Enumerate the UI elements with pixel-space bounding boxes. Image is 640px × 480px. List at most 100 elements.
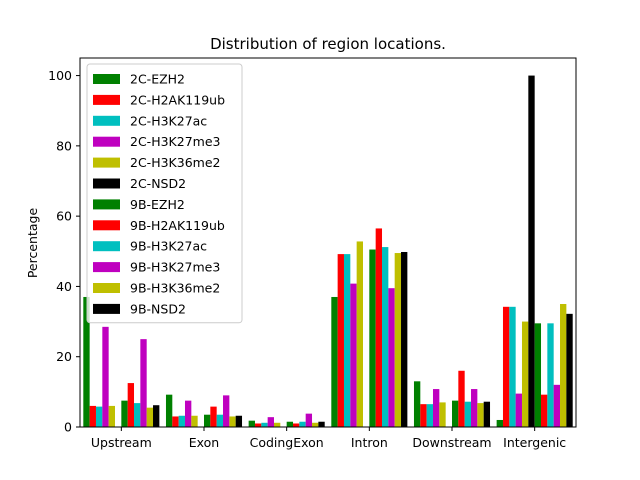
bar-intron-2c-h2ak119ub [337, 254, 344, 427]
bar-downstream-2c-h3k27me3 [432, 389, 440, 427]
legend-label-9b-h3k27ac: 9B-H3K27ac [130, 239, 207, 254]
bar-intron-9b-h3k27ac [382, 247, 389, 427]
plot-frame [79, 57, 577, 428]
x-tick-label-intron: Intron [351, 435, 388, 450]
bar-downstream-2c-h3k27ac [426, 404, 433, 427]
bar-intergenic-9b-nsd2 [566, 313, 573, 427]
bar-upstream-9b-nsd2 [153, 405, 160, 427]
bar-codingexon-9b-h3k27ac [299, 421, 306, 427]
bar-upstream-2c-h3k36me2 [108, 405, 115, 427]
legend-label-2c-h3k27ac: 2C-H3K27ac [130, 113, 207, 128]
y-tick-label: 40 [56, 279, 72, 294]
x-tick-label-downstream: Downstream [412, 435, 491, 450]
bar-exon-2c-h2ak119ub [172, 416, 179, 427]
y-tick-label: 80 [56, 138, 72, 153]
legend-swatch-2c-h2ak119ub [93, 94, 120, 105]
bar-codingexon-2c-h2ak119ub [254, 423, 262, 427]
bar-intron-2c-ezh2 [331, 296, 338, 427]
legend-swatch-9b-h3k27me3 [93, 262, 120, 273]
bar-downstream-2c-h3k36me2 [439, 402, 446, 427]
bar-intergenic-9b-ezh2 [534, 323, 542, 427]
bar-upstream-9b-h3k27ac [134, 403, 141, 427]
bar-intron-2c-h3k36me2 [356, 241, 363, 427]
legend: 2C-EZH2 2C-H2AK119ub 2C-H3K27ac 2C-H3K27me3… [86, 63, 243, 324]
legend-label-2c-nsd2: 2C-NSD2 [130, 176, 186, 191]
bar-upstream-2c-h3k27ac [95, 406, 103, 427]
bar-intergenic-9b-h3k36me2 [560, 304, 567, 427]
x-tick-label-codingexon: CodingExon [250, 435, 324, 450]
legend-swatch-2c-ezh2 [93, 74, 120, 84]
y-axis-label: Percentage [25, 208, 40, 279]
bar-exon-2c-h3k27me3 [184, 400, 192, 427]
legend-swatch-9b-ezh2 [93, 199, 120, 210]
bar-intron-9b-h3k27me3 [388, 288, 395, 427]
legend-label-9b-h3k27me3: 9B-H3K27me3 [130, 260, 220, 275]
bar-upstream-2c-h2ak119ub [89, 405, 96, 427]
legend-label-2c-h3k27me3: 2C-H3K27me3 [130, 134, 220, 149]
bar-intron-9b-h2ak119ub [375, 228, 383, 427]
bar-intergenic-2c-h2ak119ub [502, 306, 510, 427]
legend-swatch-9b-h2ak119ub [93, 220, 120, 231]
bar-codingexon-9b-ezh2 [286, 421, 294, 427]
legend-swatch-2c-h3k27me3 [93, 136, 120, 147]
bar-upstream-2c-h3k27me3 [102, 326, 109, 427]
bar-exon-9b-ezh2 [204, 414, 211, 427]
bar-intergenic-2c-h3k27ac [509, 306, 516, 427]
bar-downstream-9b-h2ak119ub [458, 370, 465, 427]
legend-label-2c-ezh2: 2C-EZH2 [130, 72, 185, 87]
bar-downstream-9b-h3k27me3 [471, 389, 478, 427]
bar-exon-9b-h3k27ac [216, 414, 224, 427]
bar-intergenic-2c-h3k27me3 [515, 393, 522, 427]
legend-label-9b-nsd2: 9B-NSD2 [130, 301, 186, 316]
bar-intergenic-9b-h2ak119ub [541, 394, 548, 427]
bar-upstream-9b-h3k27me3 [140, 339, 147, 427]
bar-exon-2c-h3k27ac [178, 415, 185, 427]
bar-codingexon-2c-h3k36me2 [273, 422, 281, 427]
bar-intron-9b-nsd2 [401, 251, 408, 427]
axes-layer: 0 20 40 60 80 100 Upstream Exon CodingExon Intron… [48, 57, 577, 450]
legend-label-9b-h2ak119ub: 9B-H2AK119ub [130, 218, 225, 233]
y-tick-label: 60 [56, 209, 72, 224]
legend-swatch-9b-h3k27ac [93, 241, 120, 252]
bar-exon-9b-nsd2 [235, 415, 243, 427]
legend-label-2c-h3k36me2: 2C-H3K36me2 [130, 155, 220, 170]
bar-codingexon-2c-h3k27ac [261, 422, 268, 427]
x-tick-label-upstream: Upstream [91, 435, 152, 450]
bar-downstream-2c-h2ak119ub [420, 404, 427, 427]
bars-layer [83, 75, 573, 427]
legend-box [86, 63, 243, 324]
chart-title: Distribution of region locations. [210, 35, 446, 53]
bar-intron-9b-ezh2 [369, 249, 376, 427]
bar-codingexon-2c-ezh2 [248, 420, 255, 427]
legend-label-9b-h3k36me2: 9B-H3K36me2 [130, 281, 220, 296]
bar-downstream-9b-h3k36me2 [477, 403, 484, 427]
bar-codingexon-9b-h3k36me2 [312, 422, 319, 427]
bar-downstream-9b-nsd2 [483, 401, 491, 427]
bar-intergenic-2c-nsd2 [528, 75, 535, 427]
bar-downstream-2c-ezh2 [413, 381, 421, 427]
bar-intron-2c-h3k27me3 [350, 283, 357, 427]
bar-exon-2c-ezh2 [165, 394, 173, 427]
bar-exon-9b-h2ak119ub [210, 406, 217, 427]
bar-upstream-9b-h2ak119ub [127, 383, 135, 427]
bar-codingexon-9b-h3k27me3 [305, 413, 313, 427]
bar-intron-2c-h3k27ac [343, 254, 351, 427]
bar-intergenic-9b-h3k27ac [547, 323, 554, 427]
bar-upstream-9b-h3k36me2 [146, 407, 154, 427]
y-tick-label: 0 [64, 420, 72, 435]
bar-intergenic-2c-h3k36me2 [521, 321, 529, 427]
bar-codingexon-2c-h3k27me3 [267, 417, 274, 427]
bar-downstream-9b-ezh2 [452, 400, 459, 427]
bar-exon-9b-h3k36me2 [229, 416, 236, 427]
bar-upstream-9b-ezh2 [121, 400, 128, 427]
bar-upstream-2c-ezh2 [83, 296, 90, 427]
bar-exon-2c-h3k36me2 [191, 415, 198, 427]
bar-intergenic-2c-ezh2 [496, 419, 503, 427]
legend-swatch-2c-nsd2 [93, 178, 120, 189]
legend-label-2c-h2ak119ub: 2C-H2AK119ub [130, 92, 225, 107]
legend-swatch-9b-nsd2 [93, 303, 120, 314]
x-tick-label-exon: Exon [189, 435, 219, 450]
legend-swatch-2c-h3k27ac [93, 115, 120, 126]
bar-intron-9b-h3k36me2 [394, 253, 402, 427]
